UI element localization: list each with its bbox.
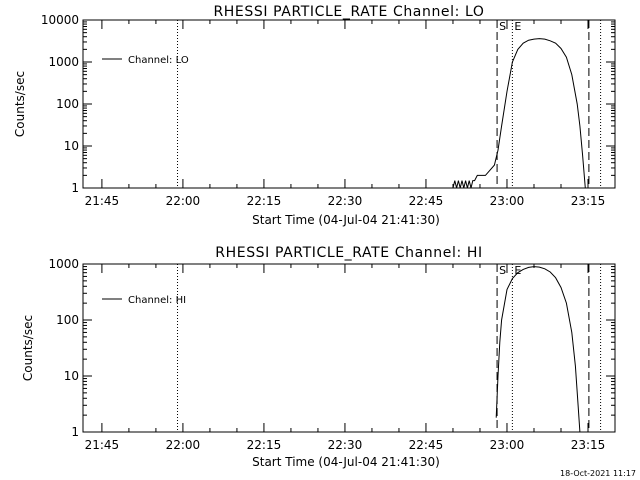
y-tick-label: 1 xyxy=(71,425,79,439)
x-tick-label: 23:15 xyxy=(571,194,606,208)
marker-s-label: S xyxy=(499,20,506,33)
panel-hi-legend: Channel: HI xyxy=(102,295,186,306)
panel-lo-legend-label: Channel: LO xyxy=(128,55,189,66)
x-tick-label: 22:00 xyxy=(166,194,201,208)
marker-e-label: E xyxy=(514,20,521,33)
y-tick-label: 10 xyxy=(64,369,79,383)
panel-lo-legend: Channel: LO xyxy=(102,55,189,66)
panel-lo-title: RHESSI PARTICLE_RATE Channel: LO xyxy=(213,4,484,20)
x-tick-label: 22:00 xyxy=(166,438,201,452)
panel-lo-y-ticks: 1 10 100 1000 10000 xyxy=(41,13,615,195)
panel-hi-xlabel: Start Time (04-Jul-04 21:41:30) xyxy=(252,455,440,469)
panel-lo-frame xyxy=(82,19,616,189)
y-tick-label: 1 xyxy=(71,181,79,195)
panel-lo-x-ticks: 21:45 22:00 22:15 22:30 22:45 23:00 23:15 xyxy=(85,20,616,208)
generation-timestamp: 18-Oct-2021 11:17 xyxy=(560,469,636,478)
panel-lo-series xyxy=(452,38,586,189)
x-tick-label: 21:45 xyxy=(85,438,120,452)
marker-e-label: E xyxy=(514,264,521,277)
panel-hi-series xyxy=(495,266,581,433)
panel-hi-frame xyxy=(82,263,616,433)
x-tick-label: 22:30 xyxy=(328,438,363,452)
panel-hi: RHESSI PARTICLE_RATE Channel: HI Start T… xyxy=(21,245,616,469)
y-tick-label: 10000 xyxy=(41,13,79,27)
marker-s-label: S xyxy=(499,264,506,277)
x-tick-label: 23:00 xyxy=(490,438,525,452)
series-line xyxy=(495,266,581,433)
panel-hi-y-ticks: 1 10 100 1000 xyxy=(48,257,615,439)
x-tick-label: 21:45 xyxy=(85,194,120,208)
panel-hi-ylabel: Counts/sec xyxy=(21,315,35,381)
y-tick-label: 1000 xyxy=(48,55,79,69)
x-tick-label: 23:00 xyxy=(490,194,525,208)
y-tick-label: 10 xyxy=(64,139,79,153)
series-line xyxy=(452,38,586,189)
panel-hi-title: RHESSI PARTICLE_RATE Channel: HI xyxy=(215,245,482,261)
panel-hi-x-ticks: 21:45 22:00 22:15 22:30 22:45 23:00 23:15 xyxy=(85,264,616,452)
x-tick-label: 22:15 xyxy=(247,438,282,452)
x-tick-label: 22:15 xyxy=(247,194,282,208)
x-tick-label: 22:45 xyxy=(409,194,444,208)
x-tick-label: 22:45 xyxy=(409,438,444,452)
panel-hi-legend-label: Channel: HI xyxy=(128,295,186,306)
y-tick-label: 100 xyxy=(56,97,79,111)
panel-lo-ylabel: Counts/sec xyxy=(13,71,27,137)
panel-lo: RHESSI PARTICLE_RATE Channel: LO Start T… xyxy=(13,4,616,227)
x-tick-label: 22:30 xyxy=(328,194,363,208)
panel-lo-xlabel: Start Time (04-Jul-04 21:41:30) xyxy=(252,213,440,227)
y-tick-label: 1000 xyxy=(48,257,79,271)
x-tick-label: 23:15 xyxy=(571,438,606,452)
y-tick-label: 100 xyxy=(56,313,79,327)
